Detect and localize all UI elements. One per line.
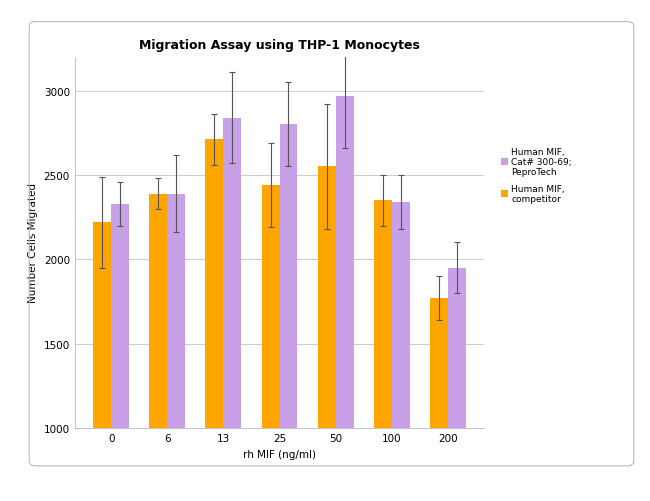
Bar bbox=[261, 186, 280, 501]
Bar bbox=[150, 194, 167, 501]
Bar bbox=[374, 201, 392, 501]
Y-axis label: Number Cells Migrated: Number Cells Migrated bbox=[28, 183, 38, 303]
Bar bbox=[392, 202, 410, 501]
Bar bbox=[205, 140, 224, 501]
Bar bbox=[94, 223, 111, 501]
Title: Migration Assay using THP-1 Monocytes: Migration Assay using THP-1 Monocytes bbox=[139, 39, 420, 52]
Bar bbox=[335, 96, 354, 501]
Bar bbox=[430, 299, 448, 501]
Bar bbox=[280, 125, 298, 501]
Bar bbox=[224, 118, 241, 501]
X-axis label: rh MIF (ng/ml): rh MIF (ng/ml) bbox=[243, 449, 316, 459]
Bar bbox=[167, 194, 185, 501]
Bar bbox=[111, 204, 129, 501]
Bar bbox=[318, 167, 335, 501]
Bar bbox=[448, 268, 465, 501]
Legend: Human MIF,
Cat# 300-69;
PeproTech, Human MIF,
competitor: Human MIF, Cat# 300-69; PeproTech, Human… bbox=[497, 144, 576, 207]
